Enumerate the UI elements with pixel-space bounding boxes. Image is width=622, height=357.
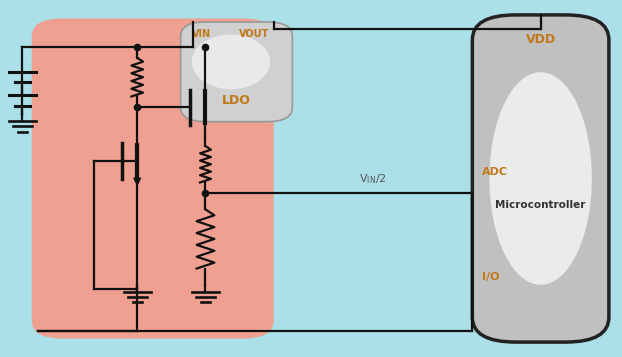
Text: LDO: LDO <box>222 94 251 107</box>
FancyBboxPatch shape <box>472 15 609 342</box>
Ellipse shape <box>490 72 592 285</box>
FancyBboxPatch shape <box>19 11 448 346</box>
Text: VOUT: VOUT <box>239 29 269 39</box>
Text: VIN: VIN <box>192 29 211 39</box>
Text: Microcontroller: Microcontroller <box>496 200 586 210</box>
Text: VDD: VDD <box>526 33 555 46</box>
FancyBboxPatch shape <box>32 19 274 338</box>
Text: ADC: ADC <box>481 167 508 177</box>
Ellipse shape <box>192 35 270 89</box>
Text: $\mathregular{V_{IN}/2}$: $\mathregular{V_{IN}/2}$ <box>360 172 387 186</box>
FancyBboxPatch shape <box>180 22 292 122</box>
Text: I/O: I/O <box>481 272 499 282</box>
